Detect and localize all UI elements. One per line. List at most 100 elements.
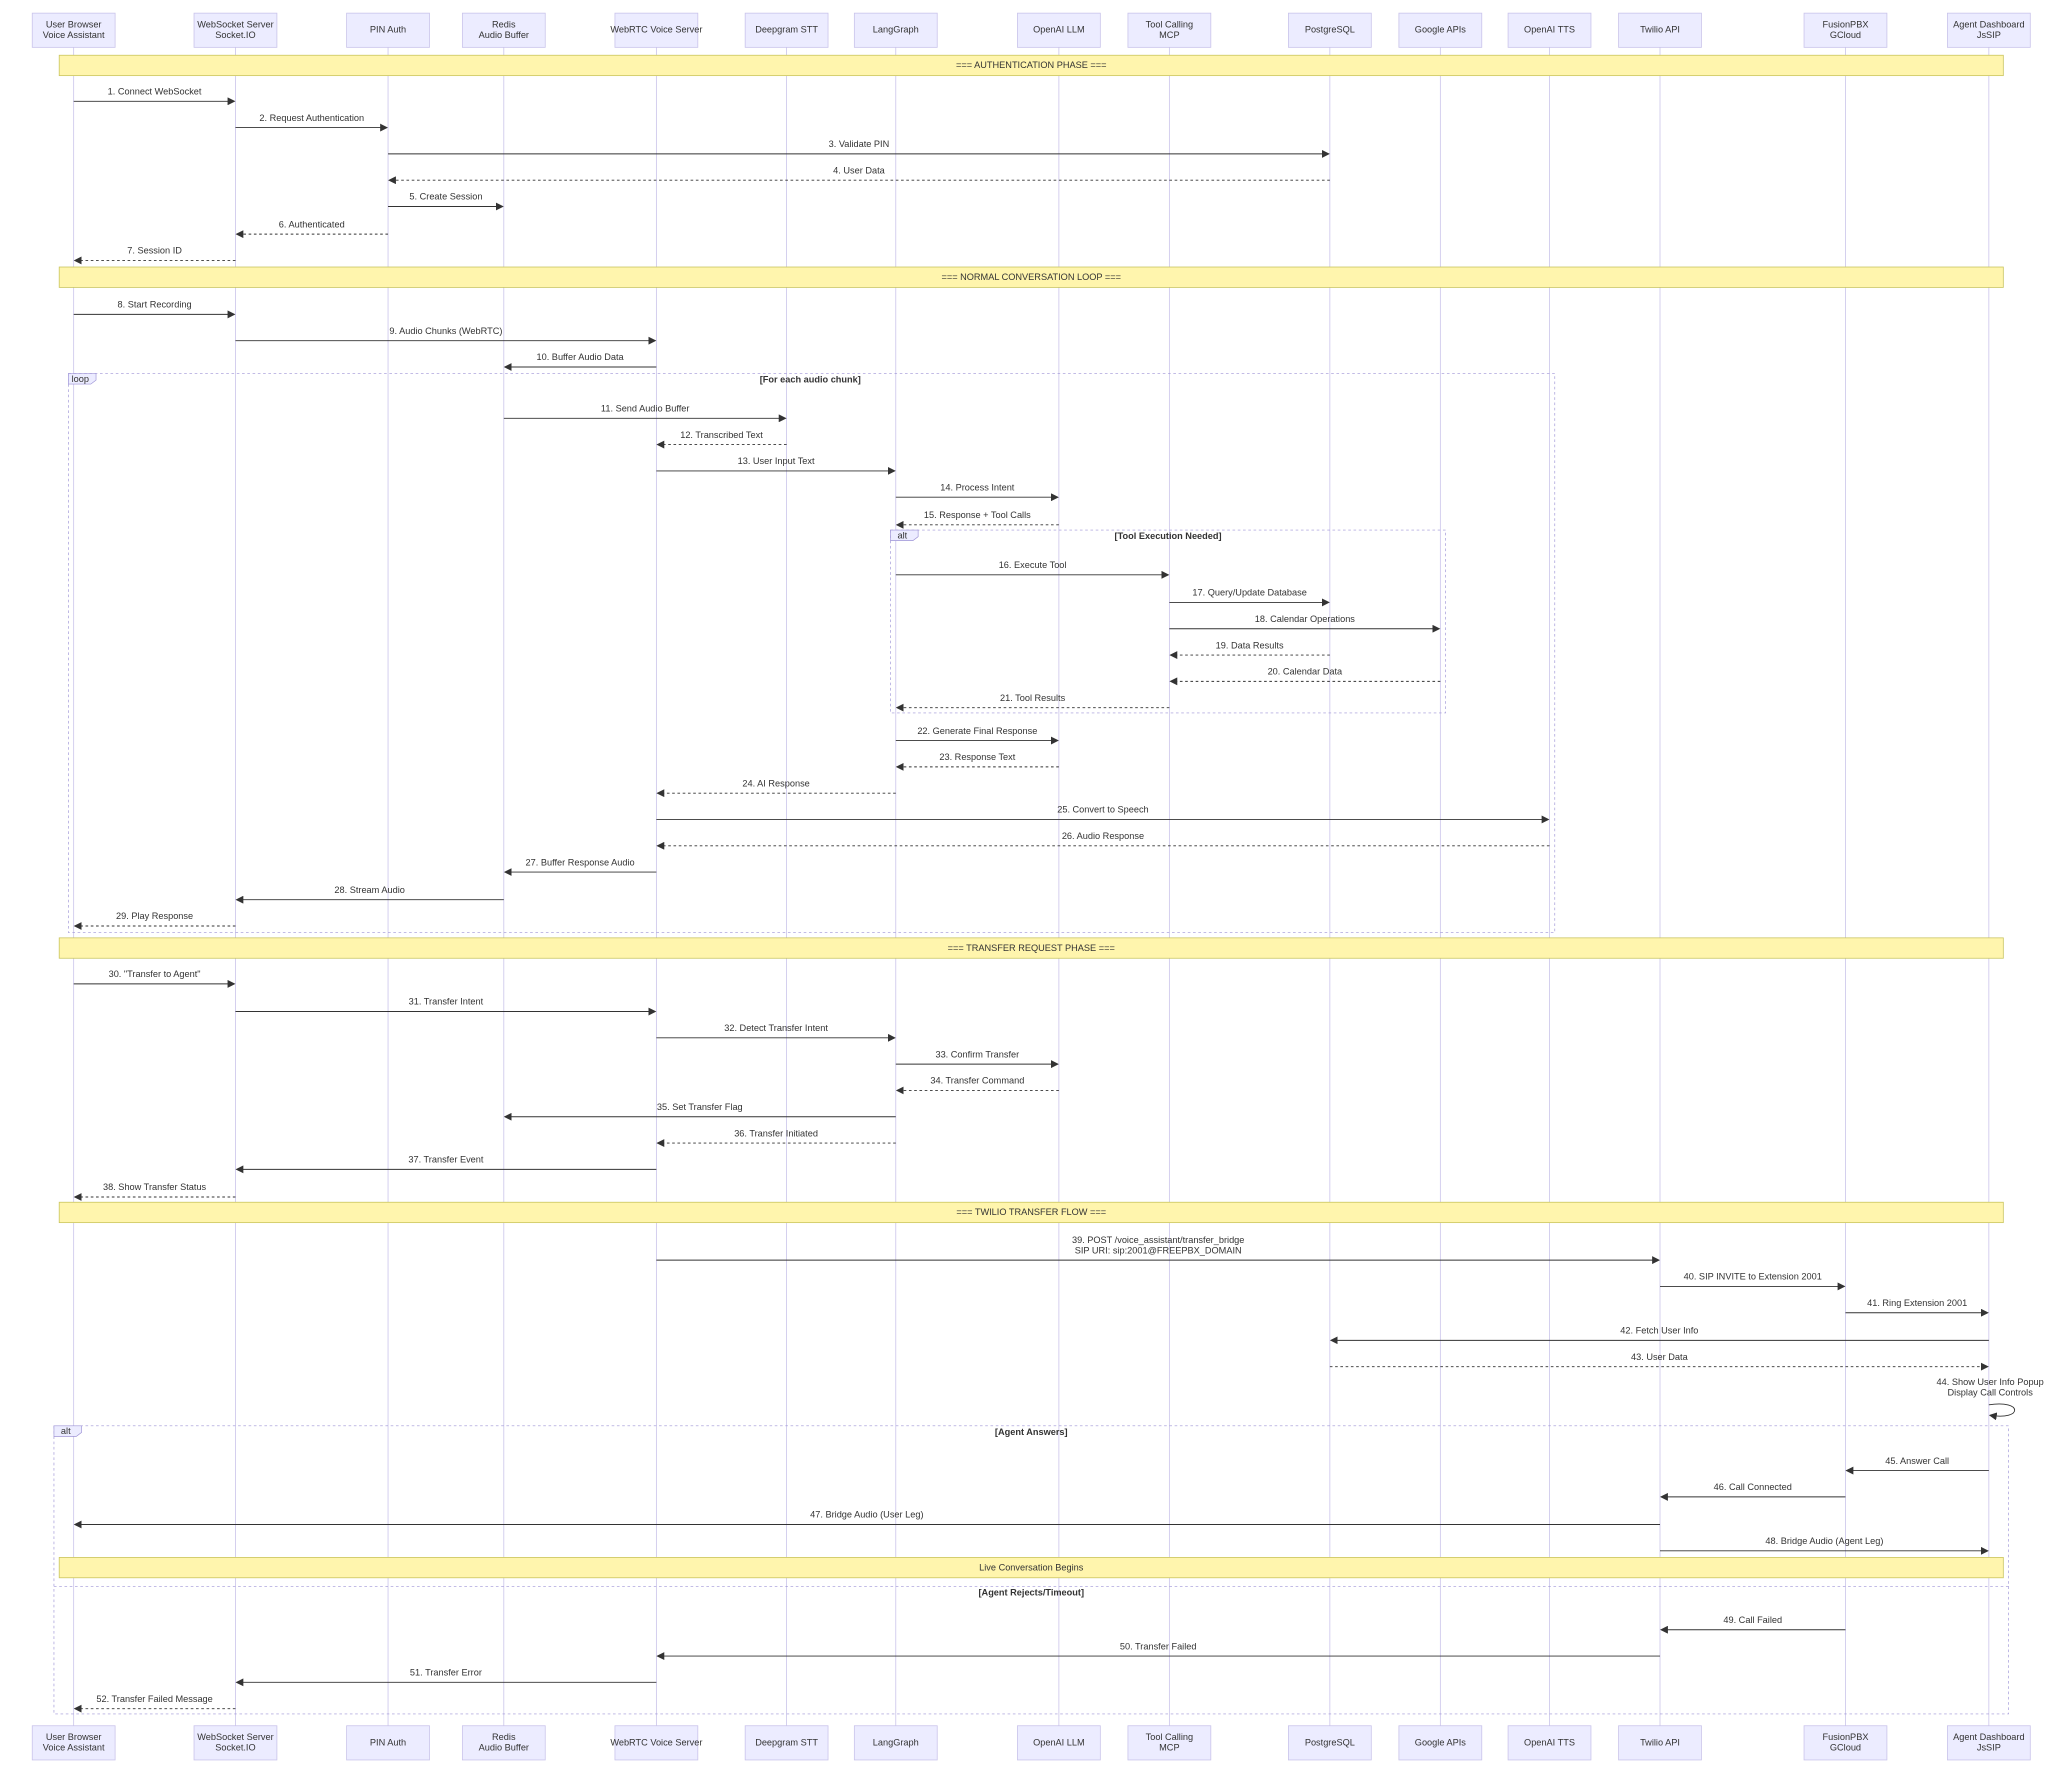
participant-label: FusionPBX <box>1822 1732 1868 1742</box>
participant-top <box>461 12 546 48</box>
participant-label: Redis <box>492 1732 516 1742</box>
participant-label: PostgreSQL <box>1305 25 1355 35</box>
message-label: 7. Session ID <box>127 246 182 256</box>
message-label: 18. Calendar Operations <box>1255 614 1356 624</box>
participant-top <box>853 12 938 48</box>
message-label: 40. SIP INVITE to Extension 2001 <box>1684 1272 1822 1282</box>
message-label: 12. Transcribed Text <box>680 430 763 440</box>
message-label: 17. Query/Update Database <box>1192 588 1306 598</box>
participant-label: OpenAI TTS <box>1524 25 1575 35</box>
message-label: 30. "Transfer to Agent" <box>109 969 201 979</box>
message-label: 6. Authenticated <box>279 219 345 229</box>
participant-top <box>193 12 278 48</box>
message-label: 50. Transfer Failed <box>1120 1641 1197 1651</box>
message-label: 31. Transfer Intent <box>409 997 484 1007</box>
participant-top <box>1288 12 1372 48</box>
message-label: 5. Create Session <box>409 192 482 202</box>
message-label: 19. Data Results <box>1216 640 1284 650</box>
message-label: 32. Detect Transfer Intent <box>724 1023 828 1033</box>
message-label: 24. AI Response <box>742 778 809 788</box>
participant-top <box>1127 12 1212 48</box>
note-text: === AUTHENTICATION PHASE === <box>956 60 1106 70</box>
message-label: 27. Buffer Response Audio <box>526 857 635 867</box>
participant-label: Agent Dashboard <box>1953 19 2025 29</box>
block-kind: loop <box>72 374 89 384</box>
message-label: 44. Show User Info Popup <box>1937 1377 2044 1387</box>
message-label: 51. Transfer Error <box>410 1668 482 1678</box>
participant-label: User Browser <box>46 19 102 29</box>
participant-label: Tool Calling <box>1146 19 1194 29</box>
participant-bottom <box>1288 1725 1372 1761</box>
participant-label: OpenAI TTS <box>1524 1737 1575 1747</box>
participant-label: WebSocket Server <box>197 19 273 29</box>
message-label: 25. Convert to Speech <box>1057 805 1148 815</box>
message-label: 11. Send Audio Buffer <box>601 404 690 414</box>
participant-label: JsSIP <box>1977 30 2001 40</box>
participant-label: Audio Buffer <box>479 1743 529 1753</box>
message-label: 34. Transfer Command <box>930 1076 1024 1086</box>
message-label: 46. Call Connected <box>1714 1482 1792 1492</box>
participant-bottom <box>346 1725 430 1761</box>
participant-label: Socket.IO <box>215 30 255 40</box>
message-label: Display Call Controls <box>1948 1387 2034 1397</box>
note-text: Live Conversation Begins <box>979 1562 1084 1572</box>
message-label: 28. Stream Audio <box>334 885 404 895</box>
note-text: === TWILIO TRANSFER FLOW === <box>956 1207 1106 1217</box>
block-tag <box>890 529 919 541</box>
participant-label: Google APIs <box>1415 25 1466 35</box>
participant-label: User Browser <box>46 1732 102 1742</box>
participant-top <box>744 12 829 48</box>
participant-label: Tool Calling <box>1146 1732 1194 1742</box>
participant-label: OpenAI LLM <box>1033 25 1085 35</box>
message-label: 13. User Input Text <box>738 456 815 466</box>
participant-label: GCloud <box>1830 30 1861 40</box>
block-frame <box>890 529 1446 714</box>
participant-top <box>1017 12 1101 48</box>
participant-label: GCloud <box>1830 1743 1861 1753</box>
message-label: 49. Call Failed <box>1723 1615 1782 1625</box>
participant-bottom <box>853 1725 938 1761</box>
block-kind: alt <box>897 530 907 540</box>
participant-bottom <box>31 1725 116 1761</box>
participant-label: FusionPBX <box>1822 19 1868 29</box>
message-label: 9. Audio Chunks (WebRTC) <box>389 326 502 336</box>
note <box>58 1556 2004 1579</box>
participant-label: OpenAI LLM <box>1033 1737 1085 1747</box>
participant-label: WebRTC Voice Server <box>610 1737 702 1747</box>
message-label: 38. Show Transfer Status <box>103 1182 207 1192</box>
self-arrow <box>1988 1403 2016 1421</box>
block-condition: [For each audio chunk] <box>760 375 861 385</box>
message-label: 4. User Data <box>833 165 885 175</box>
participant-label: WebSocket Server <box>197 1732 273 1742</box>
participant-label: Deepgram STT <box>755 25 818 35</box>
participant-bottom <box>1017 1725 1101 1761</box>
message-label: 23. Response Text <box>939 752 1015 762</box>
message-label: 2. Request Authentication <box>259 113 364 123</box>
participant-top <box>1947 12 2031 48</box>
participant-label: PIN Auth <box>370 1737 406 1747</box>
message-label: 45. Answer Call <box>1885 1456 1949 1466</box>
block-kind: alt <box>61 1426 71 1436</box>
message-label: 1. Connect WebSocket <box>108 87 202 97</box>
participant-label: Voice Assistant <box>43 1743 105 1753</box>
message-label: 10. Buffer Audio Data <box>536 352 624 362</box>
block-tag <box>68 373 97 385</box>
else-condition: [Agent Rejects/Timeout] <box>979 1587 1085 1597</box>
message-label: 15. Response + Tool Calls <box>924 510 1031 520</box>
message-label: 14. Process Intent <box>940 482 1014 492</box>
note <box>58 1201 2004 1224</box>
message-label: 41. Ring Extension 2001 <box>1867 1298 1967 1308</box>
participant-bottom <box>1618 1725 1702 1761</box>
participant-bottom <box>193 1725 278 1761</box>
participant-label: Socket.IO <box>215 1743 255 1753</box>
participant-label: Deepgram STT <box>755 1737 818 1747</box>
block-frame <box>53 1425 2009 1715</box>
participant-label: WebRTC Voice Server <box>610 25 702 35</box>
message-label: 47. Bridge Audio (User Leg) <box>810 1510 923 1520</box>
participant-top <box>31 12 116 48</box>
participant-label: Twilio API <box>1640 25 1680 35</box>
message-label: 20. Calendar Data <box>1268 667 1343 677</box>
participant-bottom <box>1398 1725 1483 1761</box>
participant-bottom <box>614 1725 699 1761</box>
